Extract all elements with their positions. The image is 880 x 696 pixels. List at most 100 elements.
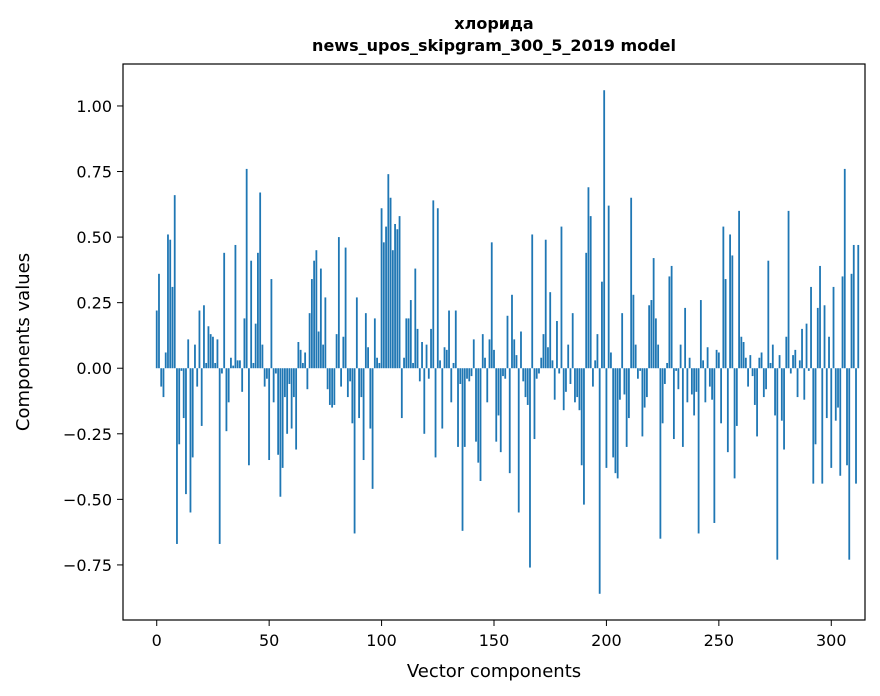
bar-134 [457,368,459,447]
bar-4 [164,352,167,369]
bar-298 [825,368,828,419]
bar-210 [628,368,630,419]
bar-159 [513,339,516,369]
bar-238 [690,368,693,395]
bar-244 [704,368,707,403]
bar-16 [191,368,194,458]
bar-311 [855,368,857,484]
bar-267 [756,368,758,437]
bar-301 [832,286,835,369]
y-tick-label: −0.50 [63,490,112,509]
bar-150 [493,349,495,369]
bar-104 [389,197,392,369]
bar-31 [225,368,228,432]
bar-213 [634,344,637,369]
bar-262 [744,357,747,369]
bar-252 [722,226,725,369]
bar-57 [283,368,286,398]
bar-157 [508,368,511,474]
bar-93 [364,313,367,369]
bar-138 [466,368,468,379]
bar-174 [547,347,549,369]
bar-69 [310,279,313,369]
bar-217 [643,368,646,408]
bar-113 [409,300,412,369]
bar-117 [418,368,421,382]
bar-246 [708,368,711,387]
bar-2 [160,368,163,387]
bar-64 [299,349,302,369]
bar-177 [553,368,556,400]
bar-270 [762,368,765,398]
bar-153 [499,368,502,453]
bar-154 [502,368,504,377]
bar-139 [468,368,471,382]
bar-229 [670,265,673,369]
bar-88 [353,368,356,534]
bar-53 [275,368,277,374]
bar-105 [391,250,394,369]
bar-226 [663,368,666,384]
bar-61 [292,368,295,398]
bar-295 [819,265,821,369]
bar-170 [538,368,540,374]
bar-144 [479,368,482,481]
bar-40 [245,168,248,369]
bar-299 [828,336,830,369]
bar-239 [693,368,696,416]
bar-19 [198,310,201,369]
bars-group [155,90,860,594]
bar-277 [778,355,781,369]
bar-11 [180,368,183,371]
chart-title-line-1: хлорида [454,14,533,33]
bar-183 [567,344,570,369]
bar-23 [207,326,210,369]
bar-211 [630,197,633,369]
bar-59 [288,368,291,384]
bar-97 [373,318,376,369]
bar-109 [400,368,403,419]
bar-199 [603,90,606,369]
bar-185 [571,313,574,369]
bar-80 [335,334,338,369]
bar-184 [569,368,572,384]
bar-49 [266,368,268,379]
bar-106 [394,223,396,369]
bar-39 [243,318,246,369]
bar-89 [355,297,358,369]
bar-60 [290,368,293,429]
bar-286 [798,360,801,369]
bar-288 [803,368,806,400]
bar-280 [785,336,788,369]
bar-304 [839,368,842,476]
bar-165 [526,368,529,405]
bar-216 [641,368,644,437]
x-tick-label: 300 [816,631,847,650]
bar-209 [625,368,628,447]
bar-56 [281,368,284,468]
bar-70 [313,260,316,369]
y-tick-label: 0.75 [76,163,112,182]
bar-284 [794,349,797,369]
bar-233 [679,344,682,369]
bar-235 [684,307,687,369]
bar-273 [769,362,772,369]
bar-190 [583,368,585,505]
bar-164 [524,368,527,398]
bar-156 [506,315,509,369]
bar-285 [796,368,799,398]
bar-251 [720,368,722,424]
bar-249 [715,349,718,369]
bar-6 [169,239,172,369]
bar-200 [605,368,608,468]
bar-141 [472,339,475,369]
bar-195 [594,360,597,369]
bar-264 [749,355,752,369]
bar-133 [454,310,457,369]
bar-129 [445,349,448,369]
bar-118 [421,342,423,369]
y-tick-label: −0.25 [63,425,112,444]
bar-75 [324,297,327,369]
bar-146 [484,357,486,369]
